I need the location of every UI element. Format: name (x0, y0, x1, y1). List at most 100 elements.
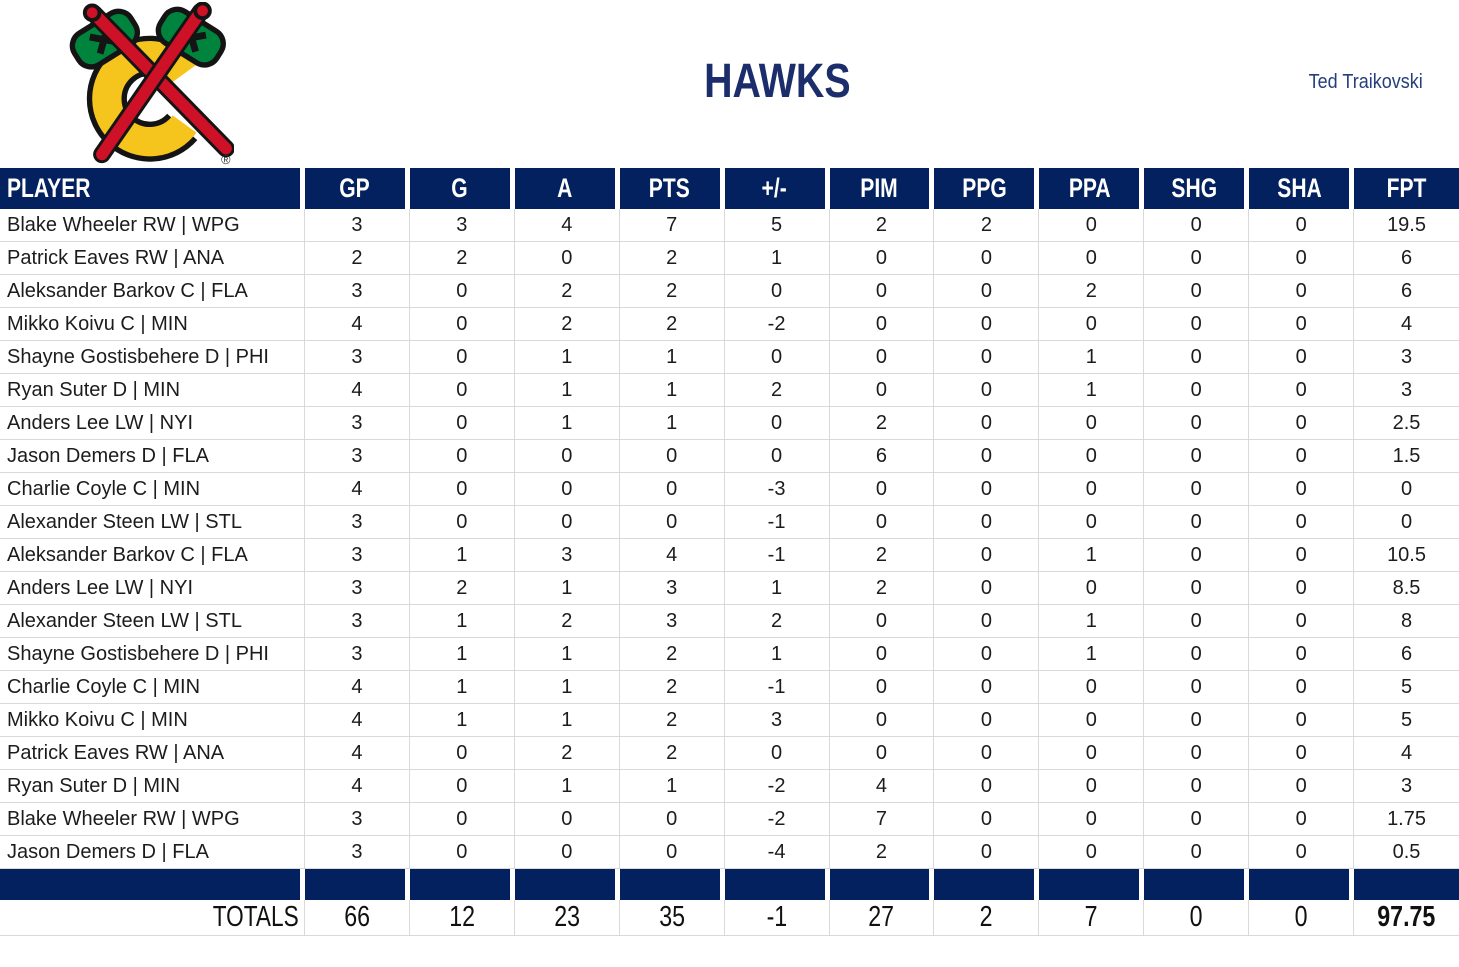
table-row: Charlie Coyle C | MIN 4 0 0 0 -3 0 0 0 0 0 0 (0, 473, 1459, 506)
page-title: HAWKS (95, 54, 1459, 109)
stat-cell-pts: 2 (619, 275, 725, 308)
stat-cell-ppg: 0 (934, 473, 1040, 506)
table-row: Anders Lee LW | NYI 3 2 1 3 1 2 0 0 0 0 8.5 (0, 572, 1459, 605)
stat-cell-pts: 3 (619, 572, 725, 605)
stat-cell-ppg: 0 (934, 440, 1040, 473)
player-name-cell: Alexander Steen LW | STL (0, 605, 305, 638)
stat-cell-plus-minus: 0 (724, 737, 830, 770)
stat-cell-ppg: 0 (934, 242, 1040, 275)
stat-cell-ppg: 0 (934, 638, 1040, 671)
totals-row: TOTALS 66 12 23 35 -1 27 2 7 0 0 97.75 (0, 900, 1459, 936)
stat-cell-ppa: 0 (1039, 737, 1145, 770)
stat-cell-fpt: 4 (1354, 737, 1459, 770)
stat-cell-gp: 4 (305, 770, 410, 803)
table-row: Alexander Steen LW | STL 3 1 2 3 2 0 0 1 0 0 8 (0, 605, 1459, 638)
stat-cell-pim: 7 (829, 803, 935, 836)
blackhawks-c-logo-icon: ® (69, 1, 235, 167)
table-row: Ryan Suter D | MIN 4 0 1 1 2 0 0 1 0 0 3 (0, 374, 1459, 407)
separator-cell (1249, 869, 1355, 900)
stat-cell-plus-minus: 3 (724, 704, 830, 737)
stat-cell-pim: 6 (829, 440, 935, 473)
stat-cell-fpt: 1.75 (1354, 803, 1459, 836)
stat-cell-fpt: 3 (1354, 374, 1459, 407)
team-name: HAWKS (703, 55, 851, 108)
stat-cell-ppa: 0 (1039, 803, 1145, 836)
stat-cell-ppa: 0 (1039, 242, 1145, 275)
table-row: Aleksander Barkov C | FLA 3 0 2 2 0 0 0 2 0 0 6 (0, 275, 1459, 308)
stat-cell-gp: 3 (305, 506, 410, 539)
stat-cell-pim: 0 (829, 275, 935, 308)
stat-cell-ppa: 0 (1039, 407, 1145, 440)
stat-cell-gp: 4 (305, 374, 410, 407)
stat-cell-shg: 0 (1144, 770, 1250, 803)
total-pts: 35 (619, 900, 725, 936)
total-plus-minus: -1 (724, 900, 830, 936)
stat-cell-pim: 0 (829, 308, 935, 341)
stat-cell-g: 0 (409, 803, 515, 836)
column-header-ppg: PPG (934, 168, 1040, 209)
stat-cell-ppg: 0 (934, 704, 1040, 737)
total-g: 12 (409, 900, 515, 936)
stat-cell-plus-minus: 2 (724, 374, 830, 407)
stat-cell-a: 2 (514, 605, 620, 638)
table-row: Shayne Gostisbehere D | PHI 3 1 1 2 1 0 0 1 0 0 6 (0, 638, 1459, 671)
stat-cell-a: 1 (514, 341, 620, 374)
stat-cell-ppa: 0 (1039, 506, 1145, 539)
stat-cell-shg: 0 (1144, 803, 1250, 836)
player-name-cell: Patrick Eaves RW | ANA (0, 737, 305, 770)
stat-cell-g: 0 (409, 506, 515, 539)
stat-cell-shg: 0 (1144, 341, 1250, 374)
stat-cell-pim: 0 (829, 242, 935, 275)
stat-cell-gp: 3 (305, 407, 410, 440)
player-name-cell: Jason Demers D | FLA (0, 440, 305, 473)
stat-cell-fpt: 1.5 (1354, 440, 1459, 473)
stat-cell-sha: 0 (1249, 374, 1355, 407)
stat-cell-sha: 0 (1249, 737, 1355, 770)
stat-cell-gp: 3 (305, 638, 410, 671)
stat-cell-plus-minus: -2 (724, 770, 830, 803)
stat-cell-pim: 2 (829, 539, 935, 572)
stat-cell-pim: 0 (829, 374, 935, 407)
stat-cell-pts: 1 (619, 407, 725, 440)
separator-cell (1039, 869, 1145, 900)
stat-cell-sha: 0 (1249, 308, 1355, 341)
stat-cell-shg: 0 (1144, 473, 1250, 506)
stat-cell-pts: 7 (619, 209, 725, 242)
stat-cell-fpt: 6 (1354, 638, 1459, 671)
stat-cell-fpt: 4 (1354, 308, 1459, 341)
stat-cell-pim: 2 (829, 572, 935, 605)
stat-cell-sha: 0 (1249, 275, 1355, 308)
stat-cell-pim: 0 (829, 704, 935, 737)
player-name-cell: Shayne Gostisbehere D | PHI (0, 638, 305, 671)
stat-cell-sha: 0 (1249, 671, 1355, 704)
stat-cell-ppg: 0 (934, 572, 1040, 605)
table-row: Blake Wheeler RW | WPG 3 0 0 0 -2 7 0 0 0 0 1.75 (0, 803, 1459, 836)
stat-cell-gp: 4 (305, 704, 410, 737)
stat-cell-gp: 2 (305, 242, 410, 275)
player-name-cell: Blake Wheeler RW | WPG (0, 803, 305, 836)
stat-cell-ppa: 2 (1039, 275, 1145, 308)
separator-cell (409, 869, 515, 900)
stat-cell-pts: 3 (619, 605, 725, 638)
stat-cell-fpt: 5 (1354, 704, 1459, 737)
stat-cell-g: 0 (409, 341, 515, 374)
table-row: Patrick Eaves RW | ANA 2 2 0 2 1 0 0 0 0 0 6 (0, 242, 1459, 275)
stat-cell-g: 0 (409, 374, 515, 407)
stat-cell-pts: 2 (619, 737, 725, 770)
stat-cell-pim: 0 (829, 737, 935, 770)
stat-cell-sha: 0 (1249, 473, 1355, 506)
stat-cell-gp: 4 (305, 737, 410, 770)
stat-cell-g: 0 (409, 440, 515, 473)
stat-cell-fpt: 3 (1354, 341, 1459, 374)
stat-cell-a: 0 (514, 440, 620, 473)
stat-cell-fpt: 2.5 (1354, 407, 1459, 440)
team-logo: ® (48, 1, 235, 170)
column-header-player: PLAYER (0, 168, 305, 209)
stat-cell-shg: 0 (1144, 638, 1250, 671)
separator-cell (829, 869, 935, 900)
total-ppg: 2 (934, 900, 1040, 936)
stat-cell-ppa: 1 (1039, 374, 1145, 407)
stat-cell-gp: 4 (305, 671, 410, 704)
stat-cell-ppg: 0 (934, 539, 1040, 572)
stat-cell-pts: 0 (619, 836, 725, 869)
